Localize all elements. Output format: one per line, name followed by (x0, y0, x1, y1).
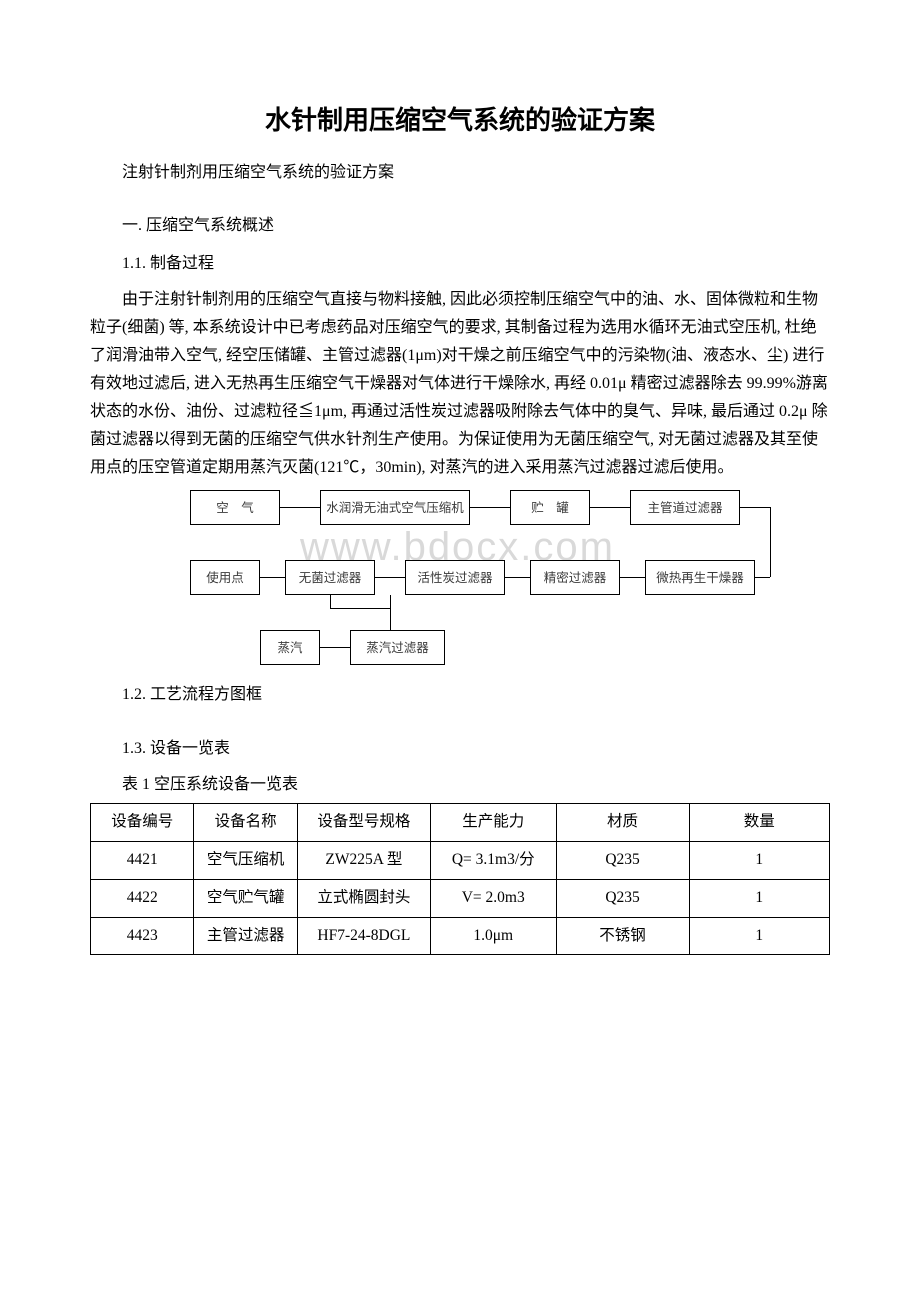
table-header-cell: 设备型号规格 (297, 804, 430, 842)
table-row: 4422 空气贮气罐 立式椭圆封头 V= 2.0m3 Q235 1 (91, 879, 830, 917)
flow-node-steam-filter: 蒸汽过滤器 (350, 630, 445, 665)
section-1-heading: 一. 压缩空气系统概述 (90, 213, 830, 239)
flow-connector (375, 577, 405, 578)
flow-node-sterile-filter: 无菌过滤器 (285, 560, 375, 595)
flow-connector (260, 577, 285, 578)
page-title: 水针制用压缩空气系统的验证方案 (90, 100, 830, 142)
table-cell: 1 (689, 879, 829, 917)
table-cell: 1 (689, 841, 829, 879)
section-1-3-heading: 1.3. 设备一览表 (90, 736, 830, 762)
page-subtitle: 注射针制剂用压缩空气系统的验证方案 (90, 160, 830, 186)
table-cell: 主管过滤器 (194, 917, 297, 955)
flow-node-steam: 蒸汽 (260, 630, 320, 665)
section-1-1-heading: 1.1. 制备过程 (90, 251, 830, 277)
table-cell: 1 (689, 917, 829, 955)
table-cell: 4421 (91, 841, 194, 879)
table-cell: 空气贮气罐 (194, 879, 297, 917)
flow-connector (470, 507, 510, 508)
flow-node-carbon-filter: 活性炭过滤器 (405, 560, 505, 595)
flow-connector (280, 507, 320, 508)
table-cell: Q235 (556, 841, 689, 879)
flow-node-air: 空 气 (190, 490, 280, 525)
table-cell: 不锈钢 (556, 917, 689, 955)
table-cell: 1.0μm (430, 917, 556, 955)
flow-connector (755, 577, 770, 578)
table-header-cell: 数量 (689, 804, 829, 842)
table-header-cell: 材质 (556, 804, 689, 842)
flow-connector (590, 507, 630, 508)
flow-connector (740, 507, 770, 508)
equipment-table: 设备编号 设备名称 设备型号规格 生产能力 材质 数量 4421 空气压缩机 Z… (90, 803, 830, 955)
process-flowchart: www.bdocx.com 空 气 水润滑无油式空气压缩机 贮 罐 主管道过滤器… (190, 490, 800, 670)
flow-node-compressor: 水润滑无油式空气压缩机 (320, 490, 470, 525)
table-header-cell: 生产能力 (430, 804, 556, 842)
table-cell: ZW225A 型 (297, 841, 430, 879)
flow-node-tank: 贮 罐 (510, 490, 590, 525)
table-row: 4421 空气压缩机 ZW225A 型 Q= 3.1m3/分 Q235 1 (91, 841, 830, 879)
table-cell: V= 2.0m3 (430, 879, 556, 917)
table-header-row: 设备编号 设备名称 设备型号规格 生产能力 材质 数量 (91, 804, 830, 842)
table-cell: 立式椭圆封头 (297, 879, 430, 917)
flow-connector (620, 577, 645, 578)
flow-node-use-point: 使用点 (190, 560, 260, 595)
flow-node-dryer: 微热再生干燥器 (645, 560, 755, 595)
table-cell: 4422 (91, 879, 194, 917)
table-cell: HF7-24-8DGL (297, 917, 430, 955)
table-cell: Q235 (556, 879, 689, 917)
flow-connector (505, 577, 530, 578)
flow-node-precision-filter: 精密过滤器 (530, 560, 620, 595)
table-cell: 空气压缩机 (194, 841, 297, 879)
table-cell: 4423 (91, 917, 194, 955)
flow-connector (330, 595, 331, 608)
table-cell: Q= 3.1m3/分 (430, 841, 556, 879)
table-header-cell: 设备编号 (91, 804, 194, 842)
flow-connector (320, 647, 350, 648)
section-1-2-heading: 1.2. 工艺流程方图框 (90, 682, 830, 708)
paragraph-1: 由于注射针制剂用的压缩空气直接与物料接触, 因此必须控制压缩空气中的油、水、固体… (90, 286, 830, 482)
table-row: 4423 主管过滤器 HF7-24-8DGL 1.0μm 不锈钢 1 (91, 917, 830, 955)
flow-node-main-filter: 主管道过滤器 (630, 490, 740, 525)
table-header-cell: 设备名称 (194, 804, 297, 842)
table-caption: 表 1 空压系统设备一览表 (90, 772, 830, 798)
flow-connector (390, 595, 391, 630)
flow-connector (330, 608, 390, 609)
flow-connector (770, 507, 771, 577)
